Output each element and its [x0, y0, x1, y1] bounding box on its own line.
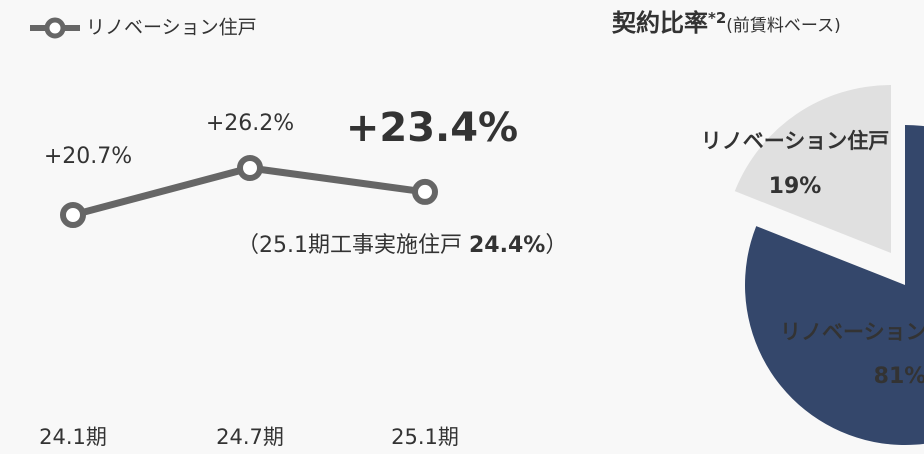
x-tick-label: 24.1期 — [39, 425, 107, 449]
x-tick-label: 25.1期 — [391, 425, 459, 449]
value-label: +20.7% — [44, 144, 132, 169]
point — [60, 202, 86, 228]
pie-subtitle: (前賃料ベース) — [726, 16, 840, 36]
pie-slice — [734, 85, 891, 253]
slice-value: 81% — [874, 364, 924, 389]
annotation-text: ） — [545, 233, 567, 258]
annotation-value: 24.4% — [469, 233, 545, 258]
point — [237, 155, 263, 181]
legend: リノベーション住戸 — [30, 17, 257, 39]
value-label: +26.2% — [206, 111, 294, 136]
value-label: +23.4% — [346, 105, 518, 151]
annotation-text: （25.1期工事実施住戸 — [237, 233, 469, 258]
x-tick-label: 24.7期 — [216, 425, 284, 449]
legend-label: リノベーション住戸 — [86, 17, 257, 39]
annotation: （25.1期工事実施住戸 24.4%） — [237, 233, 567, 258]
pie-slice — [745, 125, 924, 445]
pie-title: 契約比率*2(前賃料ベース) — [612, 9, 841, 38]
slice-label: リノベーション住戸 — [701, 129, 890, 153]
point — [412, 178, 438, 205]
slice-value: 19% — [769, 174, 822, 199]
legend-marker — [44, 17, 66, 39]
slice-label: リノベーション — [780, 320, 924, 344]
pie-title-note: *2 — [708, 9, 726, 27]
pie-title-text: 契約比率 — [612, 9, 708, 37]
